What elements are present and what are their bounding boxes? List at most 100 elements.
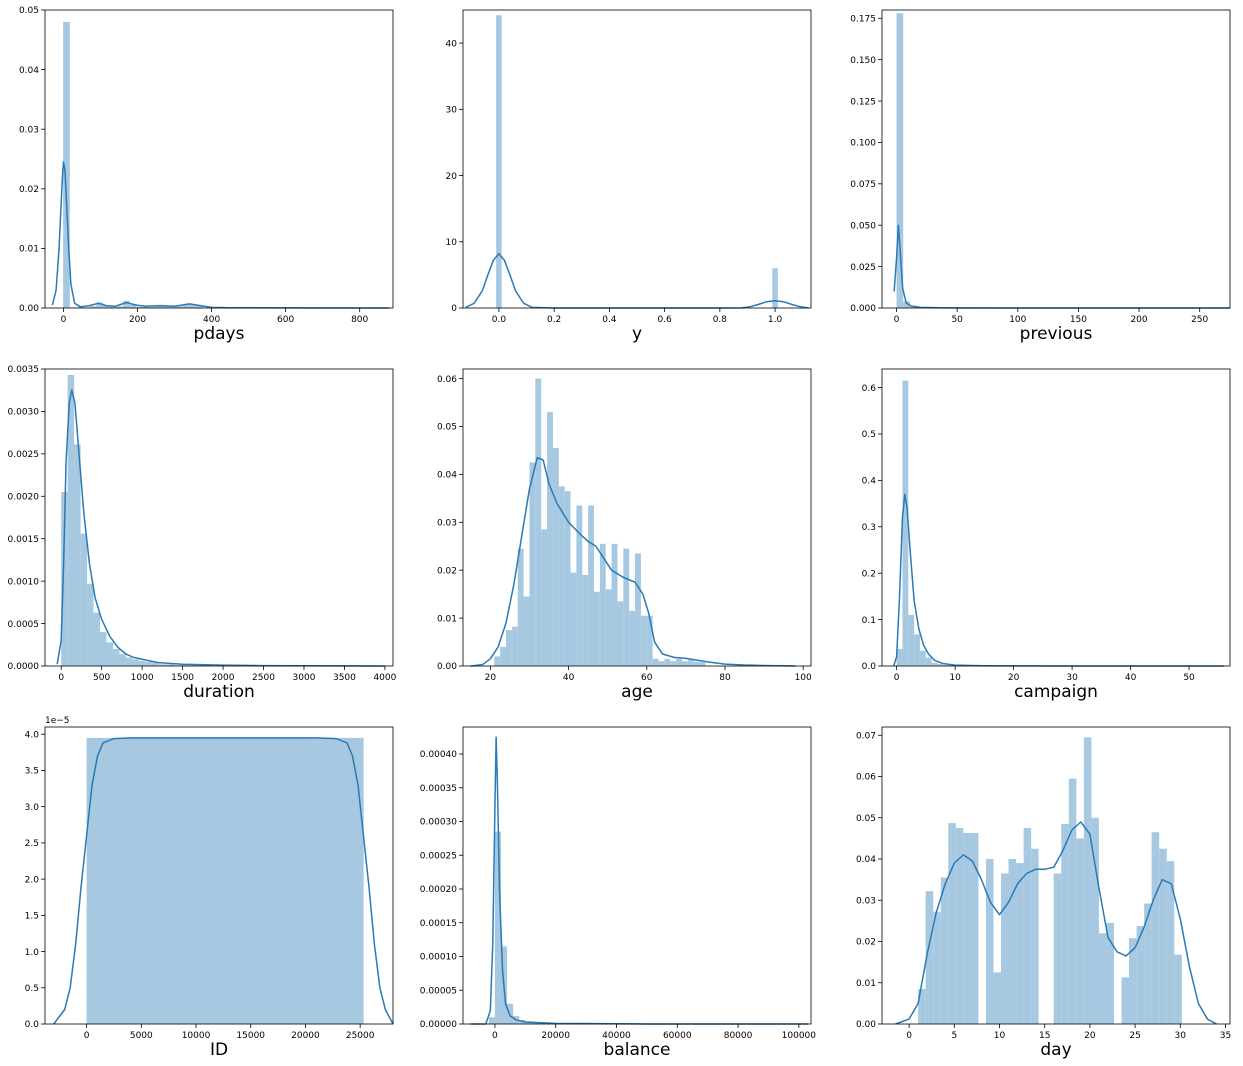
kde-line — [53, 737, 394, 1025]
histogram-bar — [67, 374, 75, 666]
subplot-campaign: 0 10 20 30 40 50 0.0 0.1 0.2 0.3 0.4 0.5 0.6 campaign — [862, 368, 1231, 702]
y-tick-label: 0.00 — [437, 662, 457, 672]
x-axis-label: day — [1040, 1040, 1071, 1060]
x-axis-label: y — [632, 324, 642, 344]
histogram-bar — [1136, 925, 1145, 1024]
histogram-bar — [1023, 828, 1032, 1024]
histogram-bar — [136, 306, 144, 308]
histogram-bar — [664, 658, 671, 666]
x-tick-label: 35 — [1220, 1031, 1231, 1041]
kde-line — [895, 821, 1217, 1025]
histogram-bar — [132, 659, 139, 666]
y-tick-label: 0.00025 — [420, 851, 457, 861]
y-tick-label: 0.01 — [19, 245, 39, 255]
y-tick-label: 0.02 — [437, 566, 457, 576]
histogram-bar — [611, 543, 618, 666]
histogram-bar — [547, 412, 553, 666]
histogram-bar — [163, 306, 170, 308]
histogram-bar — [183, 304, 190, 308]
histogram-bar — [640, 615, 647, 666]
y-tick-label: 0.5 — [862, 430, 876, 440]
y-tick-label: 0.07 — [856, 731, 876, 741]
histogram-bar — [605, 589, 612, 666]
histogram-bar — [112, 649, 120, 666]
histogram-bar — [158, 664, 175, 666]
histogram-bar — [151, 662, 159, 666]
x-tick-label: 3000 — [293, 673, 316, 683]
histogram-bar — [529, 462, 536, 666]
histogram-bar — [646, 615, 653, 666]
subplot-duration: 0 500 1000 1500 2000 2500 3000 3500 4000 0.0000 0.… — [8, 365, 397, 702]
y-tick-label: 0.00020 — [420, 885, 457, 895]
histogram-bar — [970, 833, 979, 1024]
x-tick-label: 0.6 — [657, 315, 672, 325]
y-tick-label: 3.5 — [25, 767, 39, 777]
histogram-bar — [106, 642, 113, 666]
histogram-bar — [87, 583, 94, 666]
y-tick-label: 0.06 — [437, 375, 457, 385]
histogram-bar — [558, 486, 565, 666]
y-tick-label: 0.0010 — [8, 577, 40, 587]
x-tick-label: 20 — [1084, 1031, 1096, 1041]
y-tick-label: 30 — [446, 106, 458, 116]
subplot-age: 20 40 60 80 100 0.00 0.01 0.02 0.03 0.04 0.05 0.06 a… — [437, 368, 812, 702]
histogram-bar — [1016, 863, 1024, 1024]
histogram-bar — [1083, 737, 1092, 1024]
histogram-bar — [1174, 954, 1182, 1024]
histogram-bar — [943, 665, 950, 666]
histogram-bar — [937, 664, 944, 666]
y-tick-label: 1.0 — [25, 948, 40, 958]
x-tick-label: 1500 — [171, 673, 194, 683]
histogram-bar — [74, 444, 81, 666]
y-tick-label: 0.3 — [862, 523, 876, 533]
y-tick-label: 0.0035 — [8, 365, 40, 375]
histogram-bar — [506, 630, 512, 666]
x-tick-label: 15 — [1039, 1031, 1050, 1041]
histogram-bar — [86, 737, 364, 1024]
axes-frame — [462, 9, 812, 309]
histogram-bar — [1121, 977, 1130, 1024]
histogram-bar — [89, 306, 97, 308]
x-tick-label: 25 — [1129, 1031, 1140, 1041]
histogram-bar — [629, 610, 636, 666]
y-tick-label: 0.0000 — [8, 662, 40, 672]
y-tick-label: 0.000 — [850, 304, 876, 314]
x-tick-label: 15000 — [236, 1031, 265, 1041]
x-tick-label: 10 — [994, 1031, 1006, 1041]
histogram-bar — [93, 612, 101, 666]
histogram-bar — [564, 491, 571, 666]
histogram-bar — [1091, 817, 1099, 1024]
subplot-y: 0.0 0.2 0.4 0.6 0.8 1.0 0 10 20 30 40 y — [446, 9, 812, 344]
y-tick-label: 1.5 — [25, 912, 39, 922]
histogram-bar — [948, 823, 956, 1024]
y-tick-label: 0.03 — [19, 125, 39, 135]
histogram-bar — [61, 492, 68, 666]
x-tick-label: 20000 — [291, 1031, 320, 1041]
histogram-bar — [176, 306, 184, 308]
x-tick-label: 10000 — [182, 1031, 211, 1041]
y-tick-label: 40 — [446, 39, 458, 49]
y-tick-label: 0.0030 — [8, 408, 40, 418]
histogram-bar — [1151, 832, 1160, 1024]
y-tick-label: 0.05 — [437, 423, 457, 433]
x-tick-label: 800 — [351, 315, 368, 325]
y-tick-label: 20 — [446, 172, 458, 182]
x-tick-label: 40 — [563, 673, 575, 683]
y-tick-label: 0.4 — [862, 477, 877, 487]
y-tick-label: 0.00035 — [420, 784, 457, 794]
axes-frame — [44, 368, 394, 667]
histogram-bar — [920, 650, 926, 666]
y-tick-label: 0.0025 — [8, 450, 40, 460]
x-tick-label: 100 — [795, 673, 812, 683]
x-tick-label: 60000 — [663, 1031, 692, 1041]
histogram-bar — [123, 300, 130, 308]
y-tick-label: 0.0 — [862, 662, 877, 672]
histogram-bar — [955, 828, 964, 1024]
x-tick-label: 200 — [1130, 315, 1147, 325]
y-tick-label: 0.150 — [850, 56, 876, 66]
histogram-bar — [100, 632, 107, 666]
histogram-bar — [576, 505, 583, 666]
x-axis-label: age — [621, 682, 653, 702]
histogram-bar — [1159, 848, 1167, 1024]
histogram-bar — [145, 661, 152, 666]
